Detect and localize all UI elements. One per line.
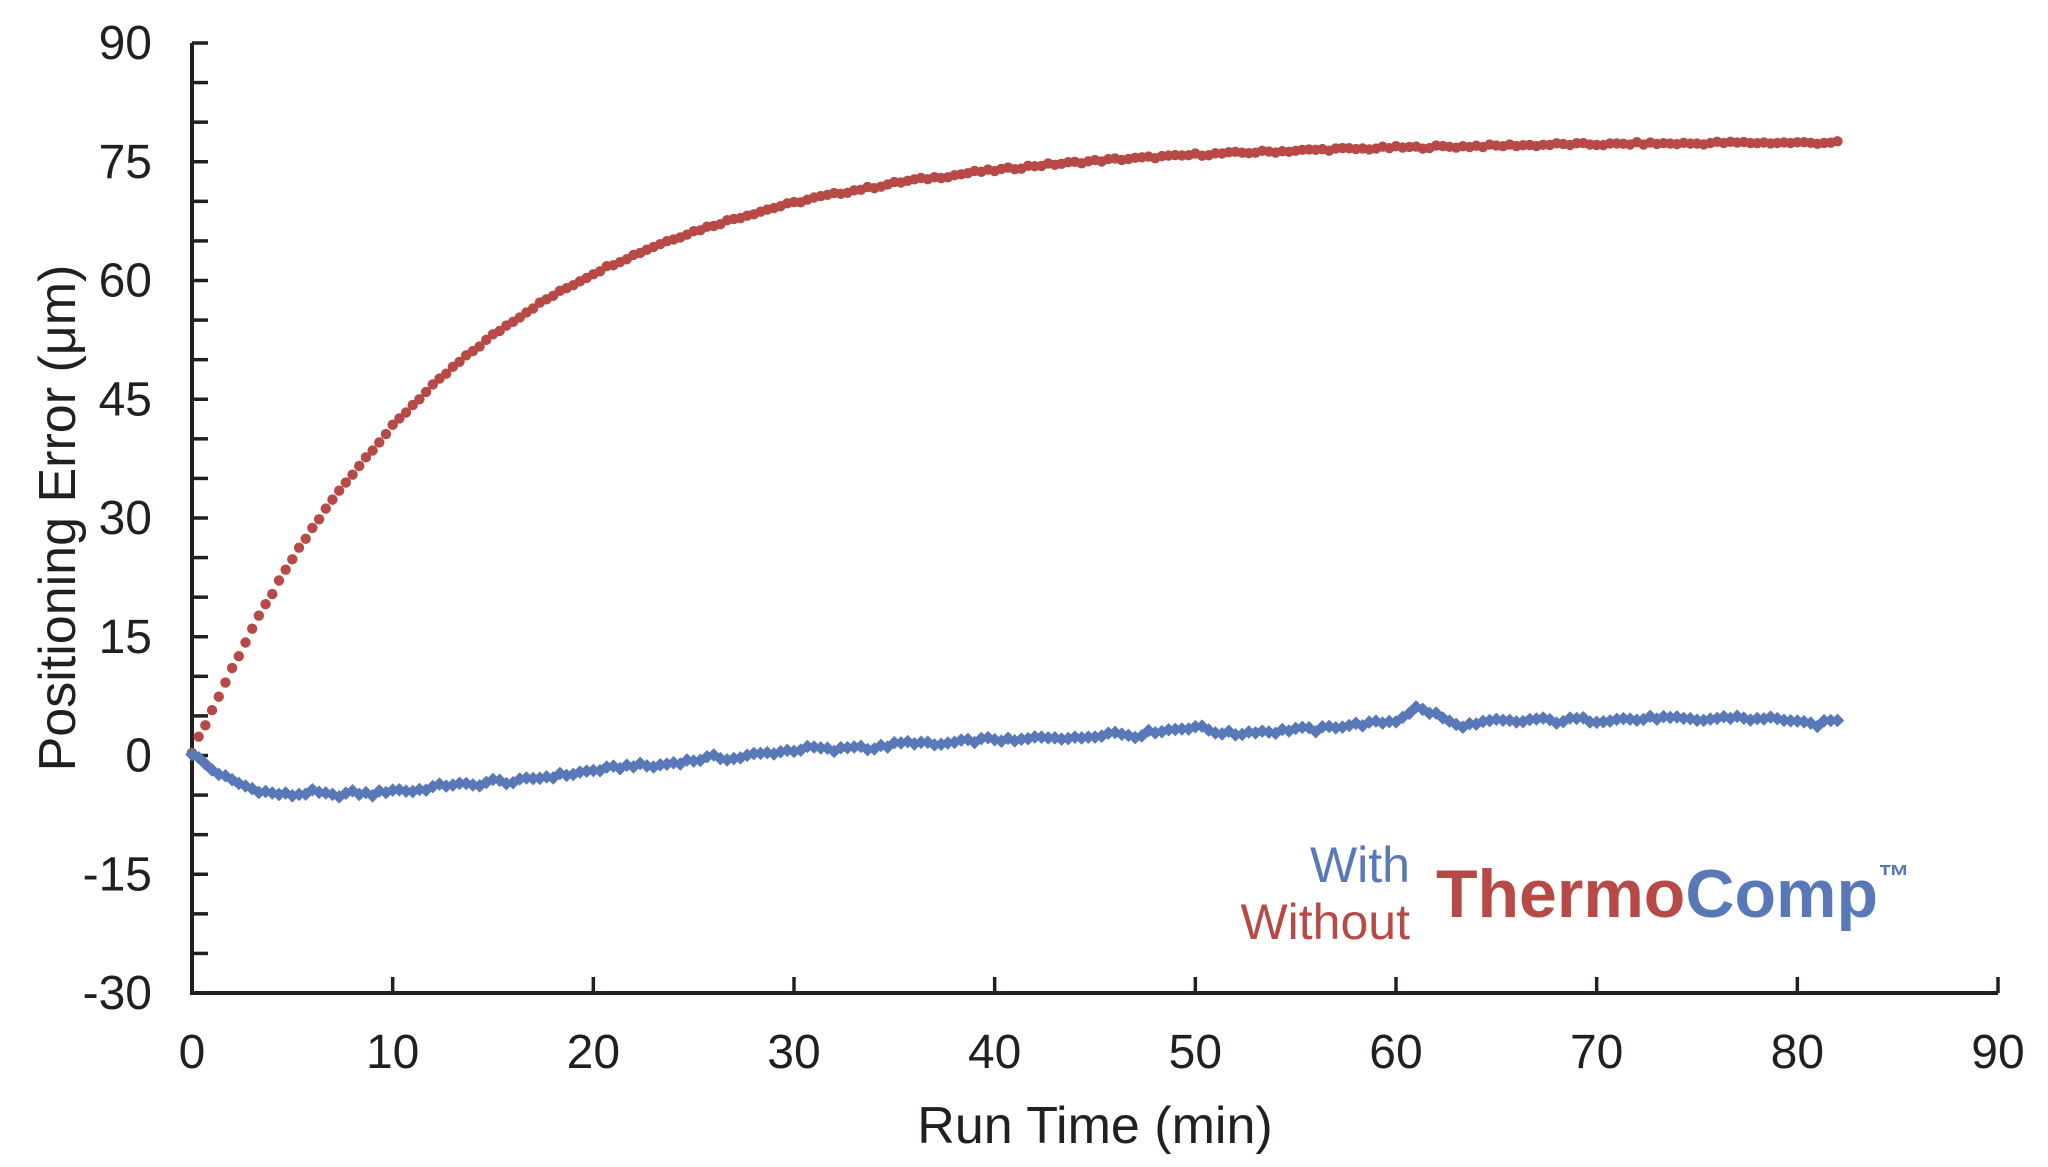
data-point (327, 494, 338, 505)
tick-labels: 90 75 60 45 30 15 0 -15 -30 0 10 20 30 40 50 60 70 80 90 (83, 17, 2025, 1079)
data-point (247, 623, 258, 634)
data-points (185, 136, 1845, 804)
data-point (313, 514, 325, 525)
x-tick-label: 10 (366, 1026, 419, 1079)
data-point (193, 731, 204, 742)
y-tick-label: 15 (99, 611, 152, 664)
brand-comp-text: Comp (1685, 856, 1878, 932)
data-point (287, 554, 298, 565)
data-point (387, 419, 398, 431)
x-tick-label: 20 (567, 1026, 620, 1079)
data-point (474, 341, 485, 352)
data-point (206, 705, 218, 716)
data-point (333, 485, 345, 496)
data-point (213, 691, 224, 702)
data-point (367, 445, 378, 456)
data-point (307, 522, 318, 534)
data-point (280, 564, 291, 575)
brand-thermocomp: ThermoComp™ (1436, 860, 1910, 928)
data-point (267, 588, 278, 600)
data-point (454, 356, 465, 367)
brand-thermo-text: Thermo (1435, 856, 1686, 932)
data-point (354, 460, 365, 472)
x-tick-label: 50 (1169, 1026, 1222, 1079)
legend: With Without ThermoComp™ (1240, 838, 1910, 950)
data-point (200, 720, 211, 731)
y-tick-label: -30 (83, 967, 152, 1020)
data-point (293, 542, 305, 553)
y-tick-label: -15 (83, 848, 152, 901)
data-point (427, 379, 438, 390)
x-tick-label: 40 (968, 1026, 1021, 1079)
data-point (380, 428, 392, 440)
x-tick-label: 70 (1570, 1026, 1623, 1079)
data-point (374, 437, 385, 448)
data-point (253, 610, 265, 621)
data-point (226, 662, 238, 674)
legend-labels: With Without (1240, 838, 1410, 950)
y-tick-label: 45 (99, 373, 152, 426)
data-point (360, 452, 372, 463)
y-tick-label: 60 (99, 255, 152, 308)
y-tick-label: 0 (125, 730, 152, 783)
x-tick-label: 80 (1771, 1026, 1824, 1079)
y-tick-label: 90 (99, 17, 152, 70)
data-point (440, 368, 452, 379)
x-axis-title: Run Time (min) (917, 1097, 1273, 1155)
series-without-thermocomp (186, 136, 1843, 759)
data-point (273, 575, 285, 586)
data-point (420, 386, 432, 398)
x-tick-label: 30 (767, 1026, 820, 1079)
legend-item-without: Without (1240, 894, 1410, 950)
data-point (400, 407, 412, 418)
data-point (300, 533, 311, 544)
axes (190, 41, 2000, 995)
y-tick-label: 30 (99, 492, 152, 545)
data-point (320, 503, 331, 514)
data-point (240, 637, 251, 648)
data-point (1832, 136, 1843, 147)
data-point (394, 413, 405, 424)
data-point (220, 677, 231, 688)
data-point (347, 469, 358, 480)
y-tick-label: 75 (99, 136, 152, 189)
trademark-symbol: ™ (1878, 858, 1910, 894)
series-with-thermocomp (185, 700, 1845, 804)
legend-item-with: With (1309, 837, 1410, 893)
x-tick-label: 60 (1369, 1026, 1422, 1079)
data-point (340, 477, 352, 488)
x-tick-label: 0 (179, 1026, 206, 1079)
data-point (233, 650, 245, 662)
x-tick-label: 90 (1971, 1026, 2024, 1079)
data-point (414, 394, 425, 405)
data-point (527, 303, 539, 314)
data-point (260, 598, 271, 610)
y-axis-title: Positioning Error (μm) (29, 264, 87, 772)
